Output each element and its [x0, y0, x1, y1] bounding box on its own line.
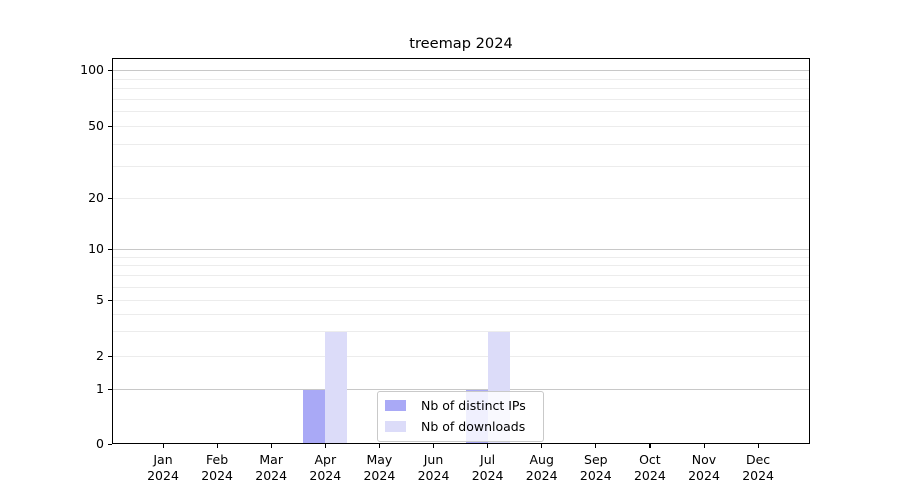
y-tick-mark-5 [108, 299, 112, 301]
x-tick-mark-jun [433, 444, 435, 448]
gridline-minor-6 [113, 286, 809, 288]
x-tick-year: 2024 [309, 467, 342, 483]
y-tick-label-100: 100 [80, 62, 104, 77]
x-tick-mark-oct [649, 444, 651, 448]
x-tick-mark-may [378, 444, 381, 448]
x-tick-mark-jan [162, 444, 164, 448]
gridline-minor-3 [113, 331, 809, 333]
gridline-minor-20 [113, 198, 809, 199]
x-tick-mark-nov [703, 444, 705, 448]
plot-area [112, 58, 810, 444]
x-tick-label-aug: Aug 2024 [512, 452, 572, 483]
x-tick-label-may: May 2024 [349, 452, 409, 483]
y-tick-mark-20 [108, 197, 112, 199]
gridline-minor-30 [113, 166, 809, 168]
gridline-minor-4 [113, 313, 809, 315]
x-tick-year: 2024 [201, 467, 233, 483]
y-tick-label-20: 20 [88, 190, 104, 205]
legend: Nb of distinct IPs Nb of downloads [377, 391, 544, 442]
x-tick-year: 2024 [525, 467, 558, 483]
gridline-minor-7 [113, 275, 809, 277]
y-tick-mark-100 [108, 69, 112, 71]
y-tick-mark-50 [108, 125, 112, 127]
x-tick-year: 2024 [579, 467, 612, 483]
y-tick-label-0: 0 [96, 436, 104, 451]
gridline-minor-40 [113, 143, 809, 145]
x-tick-label-oct: Oct 2024 [620, 452, 680, 483]
x-tick-month: Sep [584, 452, 608, 467]
y-tick-label-5: 5 [96, 292, 104, 307]
x-tick-label-jun: Jun 2024 [404, 452, 464, 483]
y-tick-mark-0 [108, 443, 112, 445]
x-tick-label-jan: Jan 2024 [133, 452, 193, 483]
legend-label-downloads: Nb of downloads [421, 419, 526, 434]
x-tick-month: Mar [259, 452, 283, 467]
x-tick-mark-aug [541, 444, 543, 448]
bar-distinct-ips-apr [303, 390, 326, 443]
x-tick-mark-jul [487, 444, 489, 448]
y-tick-label-1: 1 [96, 381, 104, 396]
legend-swatch-distinct-ips [385, 400, 406, 411]
gridline-minor-8 [113, 265, 809, 267]
gridline-major-10 [113, 249, 809, 250]
x-tick-month: Jul [480, 452, 496, 467]
gridline-minor-80 [113, 88, 809, 90]
x-tick-month: Aug [529, 452, 554, 467]
x-tick-year: 2024 [255, 467, 288, 483]
x-tick-label-feb: Feb 2024 [187, 452, 247, 483]
legend-label-distinct-ips: Nb of distinct IPs [421, 398, 526, 413]
x-tick-year: 2024 [633, 467, 666, 483]
x-tick-year: 2024 [742, 467, 774, 483]
x-tick-label-dec: Dec 2024 [728, 452, 788, 483]
gridline-minor-70 [113, 98, 809, 100]
gridline-minor-90 [113, 78, 809, 80]
x-tick-year: 2024 [417, 467, 450, 483]
x-tick-mark-apr [324, 444, 326, 448]
legend-row-downloads: Nb of downloads [385, 419, 535, 434]
x-tick-year: 2024 [147, 467, 179, 483]
x-tick-mark-mar [270, 444, 272, 448]
x-tick-label-jul: Jul 2024 [458, 452, 518, 483]
gridline-minor-5 [113, 300, 809, 301]
x-tick-year: 2024 [688, 467, 720, 483]
legend-row-distinct-ips: Nb of distinct IPs [385, 398, 535, 413]
gridline-minor-9 [113, 256, 809, 258]
y-tick-mark-2 [108, 355, 112, 357]
x-tick-label-apr: Apr 2024 [295, 452, 355, 483]
gridline-minor-2 [113, 356, 809, 357]
x-tick-month: Nov [691, 452, 717, 467]
y-tick-mark-1 [108, 388, 112, 390]
x-tick-year: 2024 [471, 467, 504, 483]
chart-title: treemap 2024 [409, 35, 513, 52]
x-tick-mark-dec [757, 444, 759, 448]
gridline-major-1 [113, 389, 809, 390]
x-tick-month: Jan [153, 452, 173, 467]
y-tick-label-50: 50 [88, 118, 104, 133]
x-tick-month: Oct [639, 452, 661, 467]
x-tick-mark-sep [595, 444, 597, 448]
y-tick-label-10: 10 [88, 241, 104, 256]
y-tick-mark-10 [108, 248, 112, 250]
x-tick-month: Apr [314, 452, 337, 467]
x-tick-mark-feb [216, 444, 218, 448]
x-tick-month: Dec [745, 452, 771, 467]
x-tick-month: Jun [423, 452, 444, 467]
x-tick-label-mar: Mar 2024 [241, 452, 301, 483]
legend-swatch-downloads [385, 421, 406, 432]
x-tick-label-nov: Nov 2024 [674, 452, 734, 483]
x-tick-label-sep: Sep 2024 [566, 452, 626, 483]
x-tick-month: Feb [206, 452, 229, 467]
x-tick-month: May [366, 452, 393, 467]
gridline-minor-60 [113, 111, 809, 113]
y-tick-label-2: 2 [96, 348, 104, 363]
x-tick-year: 2024 [363, 467, 396, 483]
bar-downloads-apr [325, 332, 348, 443]
gridline-minor-50 [113, 126, 809, 127]
gridline-major-100 [113, 70, 809, 71]
